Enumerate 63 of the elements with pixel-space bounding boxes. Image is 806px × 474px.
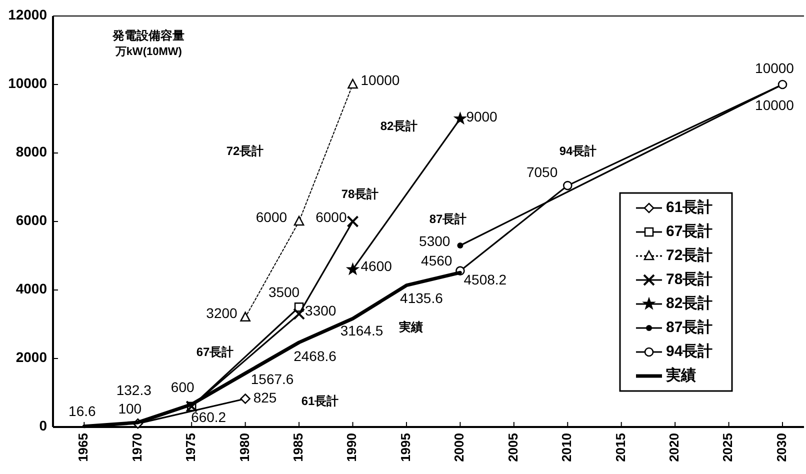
data-label: 2468.6 [294, 348, 337, 364]
y-tick-label: 6000 [16, 212, 48, 228]
x-tick-label: 2010 [559, 433, 574, 462]
x-tick-label: 2020 [666, 433, 682, 462]
data-label: 4600 [360, 258, 392, 274]
data-label: 5300 [419, 233, 450, 250]
data-label: 4560 [421, 252, 452, 269]
x-tick-label: 2025 [720, 433, 736, 462]
text: 万kW(10MW) [114, 46, 182, 58]
y-tick-label: 4000 [16, 280, 48, 297]
x-tick-label: 2015 [612, 433, 628, 462]
data-label: 3500 [268, 284, 300, 300]
data-label: 10000 [755, 60, 794, 76]
x-tick-label: 2005 [505, 433, 520, 462]
x-tick-label: 1980 [236, 433, 252, 462]
y-tick-label: 12000 [8, 6, 48, 23]
annotation: 94長計 [559, 144, 597, 158]
y-tick-label: 8000 [16, 144, 48, 160]
data-label: 7050 [526, 164, 558, 180]
annotation: 78長計 [341, 187, 379, 202]
data-label: 825 [253, 389, 277, 406]
x-tick-label: 1985 [290, 433, 306, 462]
data-label: 6000 [256, 209, 288, 226]
data-label: 600 [170, 379, 194, 396]
legend-label: 94長計 [666, 342, 713, 360]
legend-label: 61長計 [666, 198, 713, 216]
x-tick-label: 1975 [183, 433, 198, 462]
annotation: 72長計 [226, 144, 264, 158]
legend-label: 67長計 [666, 222, 713, 240]
annotation: 82長計 [380, 119, 418, 134]
data-label: 10000 [755, 97, 794, 114]
data-label: 9000 [466, 108, 498, 124]
text: 発電設備容量 [112, 28, 185, 43]
data-label: 4135.6 [400, 290, 444, 306]
data-label: 660.2 [191, 409, 226, 426]
y-tick-label: 10000 [8, 75, 48, 92]
x-tick-label: 2030 [774, 433, 789, 462]
data-label: 16.6 [68, 403, 96, 420]
data-label: 3164.5 [340, 322, 384, 338]
data-label: 132.3 [116, 382, 152, 398]
annotation: 61長計 [301, 394, 339, 408]
legend-label: 87長計 [666, 318, 713, 336]
x-tick-label: 1995 [398, 433, 413, 462]
legend-label: 82長計 [666, 294, 713, 312]
data-label: 3300 [305, 302, 336, 319]
data-label: 4508.2 [464, 271, 507, 288]
legend-label: 78長計 [666, 270, 713, 288]
annotation: 67長計 [196, 345, 234, 360]
x-tick-label: 2000 [452, 433, 467, 462]
annotation: 実績 [398, 320, 423, 334]
legend-label: 72長計 [666, 246, 713, 264]
x-tick-label: 1970 [129, 433, 144, 462]
data-label: 10000 [360, 72, 400, 88]
annotation: 87長計 [429, 212, 467, 226]
x-tick-label: 1990 [344, 433, 360, 462]
data-label: 100 [118, 400, 142, 416]
legend-label: 実績 [665, 366, 696, 384]
data-label: 6000 [316, 209, 347, 226]
data-label: 3200 [206, 305, 238, 322]
y-tick-label: 2000 [16, 349, 48, 366]
x-tick-label: 1965 [76, 433, 91, 462]
data-label: 1567.6 [250, 371, 294, 388]
y-tick-label: 0 [39, 418, 48, 434]
